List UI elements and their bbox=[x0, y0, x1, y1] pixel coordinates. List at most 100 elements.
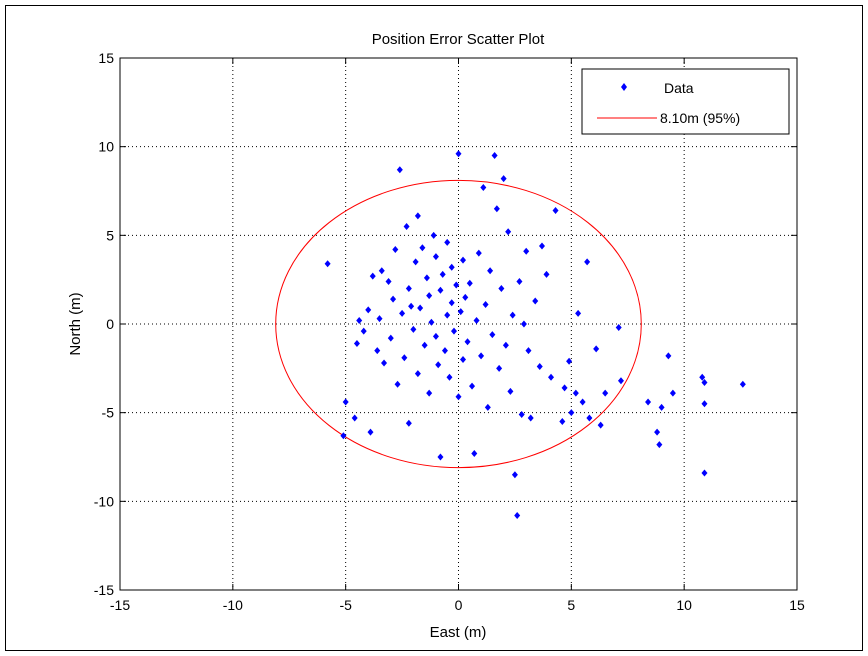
data-point bbox=[435, 361, 442, 369]
data-point bbox=[523, 247, 530, 255]
data-point bbox=[656, 441, 663, 449]
data-point bbox=[394, 380, 401, 388]
data-point bbox=[561, 384, 568, 392]
data-point bbox=[579, 398, 586, 406]
data-point bbox=[543, 270, 550, 278]
data-point bbox=[356, 316, 363, 324]
y-tick-label: -10 bbox=[94, 493, 114, 509]
data-point bbox=[739, 380, 746, 388]
data-point bbox=[410, 325, 417, 333]
data-point bbox=[518, 410, 525, 418]
data-point bbox=[401, 354, 408, 362]
grid bbox=[120, 58, 797, 590]
x-tick-label: -5 bbox=[339, 597, 352, 613]
y-tick-label: 5 bbox=[106, 227, 114, 243]
data-point bbox=[471, 449, 478, 457]
data-point bbox=[405, 419, 412, 427]
legend: Data 8.10m (95%) bbox=[581, 68, 790, 135]
x-tick-label: 10 bbox=[676, 597, 692, 613]
data-point bbox=[509, 311, 516, 319]
data-point bbox=[475, 249, 482, 257]
data-point bbox=[374, 347, 381, 355]
data-point bbox=[701, 469, 708, 477]
data-point bbox=[426, 389, 433, 397]
data-point bbox=[480, 183, 487, 191]
y-axis-title: North (m) bbox=[67, 292, 84, 355]
data-point bbox=[669, 389, 676, 397]
x-tick-labels: -15 -10 -5 0 5 10 15 bbox=[110, 597, 805, 613]
data-point bbox=[432, 253, 439, 261]
data-point bbox=[462, 293, 469, 301]
data-point bbox=[536, 363, 543, 371]
data-point bbox=[390, 295, 397, 303]
data-point bbox=[552, 207, 559, 215]
data-points bbox=[324, 150, 746, 520]
x-tick-label: 0 bbox=[455, 597, 463, 613]
data-point bbox=[448, 263, 455, 271]
data-point bbox=[520, 320, 527, 328]
data-point bbox=[360, 327, 367, 335]
y-tick-labels: -15 -10 -5 0 5 10 15 bbox=[94, 50, 114, 598]
data-point bbox=[408, 302, 415, 310]
data-point bbox=[444, 238, 451, 246]
data-point bbox=[448, 299, 455, 307]
data-point bbox=[387, 334, 394, 342]
data-point bbox=[464, 338, 471, 346]
data-point bbox=[403, 222, 410, 230]
y-tick-label: -5 bbox=[102, 405, 115, 421]
data-point bbox=[381, 359, 388, 367]
legend-box bbox=[581, 68, 790, 135]
confidence-circle bbox=[275, 179, 642, 469]
data-point bbox=[701, 400, 708, 408]
data-point bbox=[500, 175, 507, 183]
data-point bbox=[466, 279, 473, 287]
data-point bbox=[511, 471, 518, 479]
data-point bbox=[593, 345, 600, 353]
data-point bbox=[507, 387, 514, 395]
data-point bbox=[437, 453, 444, 461]
data-point bbox=[437, 286, 444, 294]
data-point bbox=[399, 309, 406, 317]
data-point bbox=[568, 409, 575, 417]
data-point bbox=[455, 150, 462, 158]
confidence-circle-layer bbox=[275, 179, 642, 469]
data-point bbox=[665, 352, 672, 360]
data-point bbox=[615, 324, 622, 332]
data-point bbox=[487, 267, 494, 275]
data-point bbox=[489, 331, 496, 339]
y-tick-label: 15 bbox=[98, 50, 114, 66]
data-point bbox=[514, 512, 521, 520]
data-point bbox=[491, 152, 498, 160]
data-point bbox=[586, 414, 593, 422]
data-point bbox=[396, 166, 403, 174]
data-point bbox=[342, 398, 349, 406]
data-point bbox=[457, 308, 464, 316]
data-point bbox=[654, 428, 661, 436]
data-point bbox=[566, 357, 573, 365]
data-point bbox=[460, 256, 467, 264]
legend-circle-label: 8.10m (95%) bbox=[660, 110, 740, 126]
data-point bbox=[575, 309, 582, 317]
data-point bbox=[505, 228, 512, 236]
data-point bbox=[414, 370, 421, 378]
data-point bbox=[527, 414, 534, 422]
data-point bbox=[525, 347, 532, 355]
data-point bbox=[469, 382, 476, 390]
data-point bbox=[441, 347, 448, 355]
data-point bbox=[460, 355, 467, 363]
data-point bbox=[572, 389, 579, 397]
data-point bbox=[617, 377, 624, 385]
data-point bbox=[417, 304, 424, 312]
data-point bbox=[340, 432, 347, 440]
data-point bbox=[699, 373, 706, 381]
data-point bbox=[412, 258, 419, 266]
legend-data-marker bbox=[621, 83, 627, 91]
data-point bbox=[602, 389, 609, 397]
data-point bbox=[548, 373, 555, 381]
data-point bbox=[538, 242, 545, 250]
x-tick-label: -15 bbox=[110, 597, 130, 613]
data-point bbox=[423, 274, 430, 282]
data-point bbox=[367, 428, 374, 436]
data-point bbox=[446, 373, 453, 381]
data-point bbox=[658, 403, 665, 411]
